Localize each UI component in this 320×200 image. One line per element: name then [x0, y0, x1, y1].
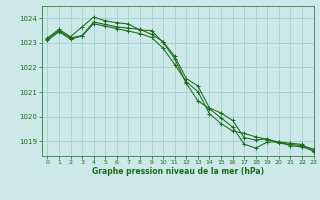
X-axis label: Graphe pression niveau de la mer (hPa): Graphe pression niveau de la mer (hPa) — [92, 167, 264, 176]
